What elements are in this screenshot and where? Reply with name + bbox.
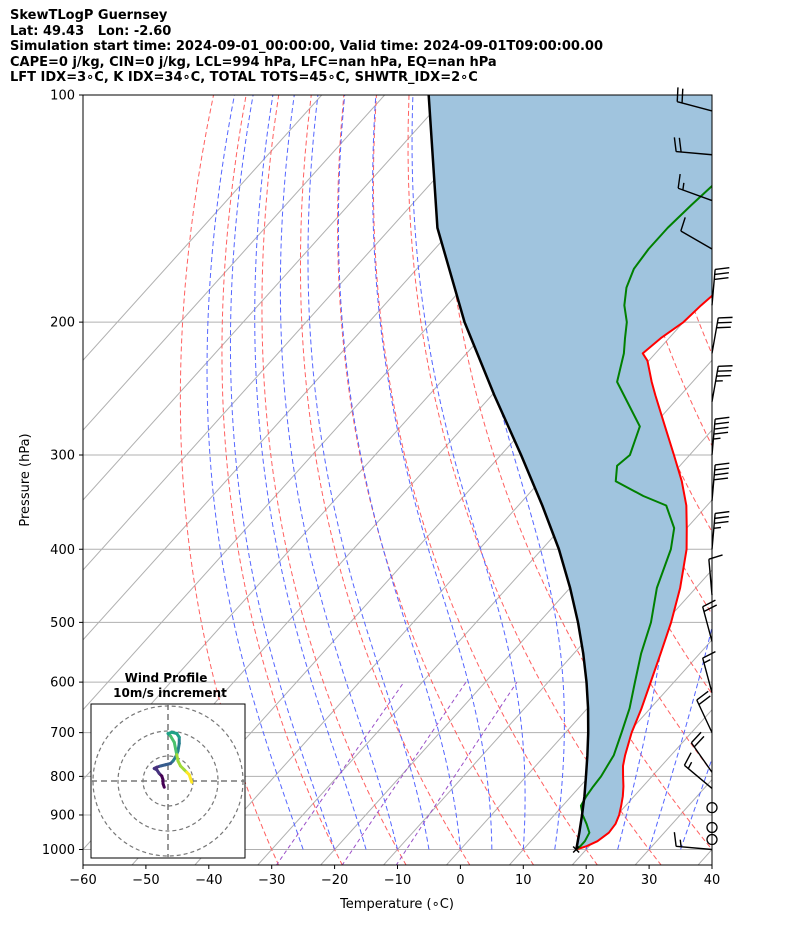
y-tick-label: 200: [50, 316, 75, 331]
x-tick-label: 40: [704, 873, 721, 888]
dry-adiabat-line: [179, 95, 280, 865]
moist-adiabat-line: [279, 95, 398, 850]
series-layer: [427, 95, 712, 854]
moist-adiabat-line: [411, 95, 526, 850]
x-tick-label: −20: [321, 873, 348, 888]
parcel-temperature-shading: [428, 95, 712, 850]
hodograph-segment: [189, 777, 194, 784]
wind-barb: [673, 137, 713, 156]
x-tick-label: −40: [195, 873, 222, 888]
x-tick-label: 20: [578, 873, 595, 888]
wind-barb: [711, 462, 730, 501]
dry-adiabat-line: [372, 95, 598, 865]
isotherm-line: [382, 499, 712, 865]
wind-barb: [680, 217, 713, 250]
moist-adiabat-line: [680, 757, 712, 850]
y-tick-label: 600: [50, 676, 75, 691]
hodograph-plot: [91, 704, 245, 858]
x-tick-label: −30: [258, 873, 285, 888]
temperature-line: [575, 294, 712, 851]
wind-barb: [711, 416, 730, 456]
mixing-ratio-line: [275, 681, 405, 865]
chart-title: SkewTLogP Guernsey: [10, 8, 168, 23]
indices-line: LFT IDX=3∘C, K IDX=34∘C, TOTAL TOTS=45∘C…: [10, 70, 478, 85]
wind-barb: [676, 87, 713, 112]
x-tick-label: −10: [384, 873, 411, 888]
calm-wind-circle: [706, 821, 718, 834]
dry-adiabat-line: [337, 95, 535, 865]
parcel-profile-line: [427, 95, 590, 850]
wind-barb: [683, 752, 713, 789]
wind-barb: [708, 554, 723, 596]
surface-parcel-marker: [572, 845, 580, 854]
moist-adiabat-line: [229, 95, 336, 850]
wind-barb: [711, 316, 733, 354]
y-tick-label: 300: [50, 448, 75, 463]
x-tick-label: 30: [641, 873, 658, 888]
y-axis-label: Pressure (hPa): [18, 433, 33, 526]
isotherm-line: [83, 95, 448, 501]
wind-barb: [711, 510, 730, 550]
x-axis-label: Temperature (∘C): [339, 897, 454, 912]
isotherm-line: [83, 95, 386, 431]
moist-adiabat-line: [372, 95, 493, 850]
axis-ticks: −60 −50 −40 −30 −20 −10 0 10 20 30 40 1000 900 800 700…: [42, 89, 720, 889]
calm-wind-circle: [706, 833, 718, 846]
moist-adiabat-line: [457, 95, 565, 850]
y-tick-label: 1000: [42, 843, 75, 858]
mixing-ratio-line: [341, 681, 467, 865]
isotherm-line: [83, 95, 511, 571]
calm-wind-circle: [706, 801, 718, 814]
shaded-area: [428, 95, 712, 850]
y-tick-label: 400: [50, 543, 75, 558]
x-tick-label: −60: [69, 873, 96, 888]
y-tick-label: 500: [50, 616, 75, 631]
y-tick-label: 700: [50, 726, 75, 741]
x-tick-label: 10: [515, 873, 532, 888]
isotherm-line: [83, 95, 323, 362]
wind-barb: [673, 832, 713, 851]
wind-barb: [702, 599, 718, 642]
time-line: Simulation start time: 2024-09-01_00:00:…: [10, 39, 603, 54]
y-tick-label: 800: [50, 770, 75, 785]
moist-adiabat-line: [254, 95, 367, 850]
x-tick-label: −50: [132, 873, 159, 888]
hodograph-title: Wind Profile: [125, 671, 208, 685]
isotherm-line: [445, 569, 712, 865]
moist-adiabat-line: [307, 95, 430, 850]
moist-adiabat-line: [337, 95, 461, 850]
wind-barb: [711, 266, 730, 306]
mixing-ratio-line: [395, 681, 518, 865]
dry-adiabat-line: [221, 95, 343, 865]
hodograph-subtitle: 10m/s increment: [113, 686, 227, 700]
isotherm-line: [571, 708, 712, 865]
wind-barb: [696, 690, 713, 733]
wind-barb: [711, 365, 733, 402]
chart-header: SkewTLogP Guernsey Lat: 49.43 Lon: -2.60…: [10, 8, 603, 86]
wind-barbs: [673, 87, 733, 851]
x-tick-label: 0: [456, 873, 464, 888]
moist-adiabat-line: [648, 95, 712, 850]
wind-barb: [690, 731, 713, 773]
location-line: Lat: 49.43 Lon: -2.60: [10, 23, 172, 39]
y-tick-label: 900: [50, 808, 75, 823]
dry-adiabat-line: [299, 95, 471, 865]
dry-adiabat-line: [407, 95, 662, 865]
moist-adiabat-line: [206, 95, 304, 850]
stability-line: CAPE=0 j/kg, CIN=0 j/kg, LCL=994 hPa, LF…: [10, 54, 497, 70]
wind-barb: [677, 173, 713, 202]
wind-barb: [702, 650, 716, 694]
hodograph-ring: [117, 730, 219, 832]
y-tick-label: 100: [50, 89, 75, 104]
hodograph-inset: Wind Profile 10m/s increment: [90, 671, 246, 859]
